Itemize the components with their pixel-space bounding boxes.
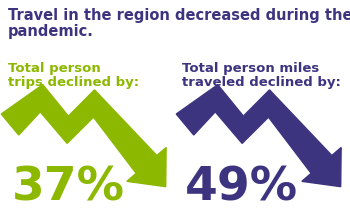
Text: trips declined by:: trips declined by: xyxy=(8,76,139,89)
Text: traveled declined by:: traveled declined by: xyxy=(182,76,341,89)
Text: Total person miles: Total person miles xyxy=(182,62,319,75)
Text: Total person: Total person xyxy=(8,62,101,75)
Polygon shape xyxy=(176,85,341,187)
Text: Travel in the region decreased during the: Travel in the region decreased during th… xyxy=(8,8,350,23)
Text: 49%: 49% xyxy=(185,165,298,210)
Text: pandemic.: pandemic. xyxy=(8,24,94,39)
Text: 37%: 37% xyxy=(12,165,125,210)
Polygon shape xyxy=(1,85,166,187)
